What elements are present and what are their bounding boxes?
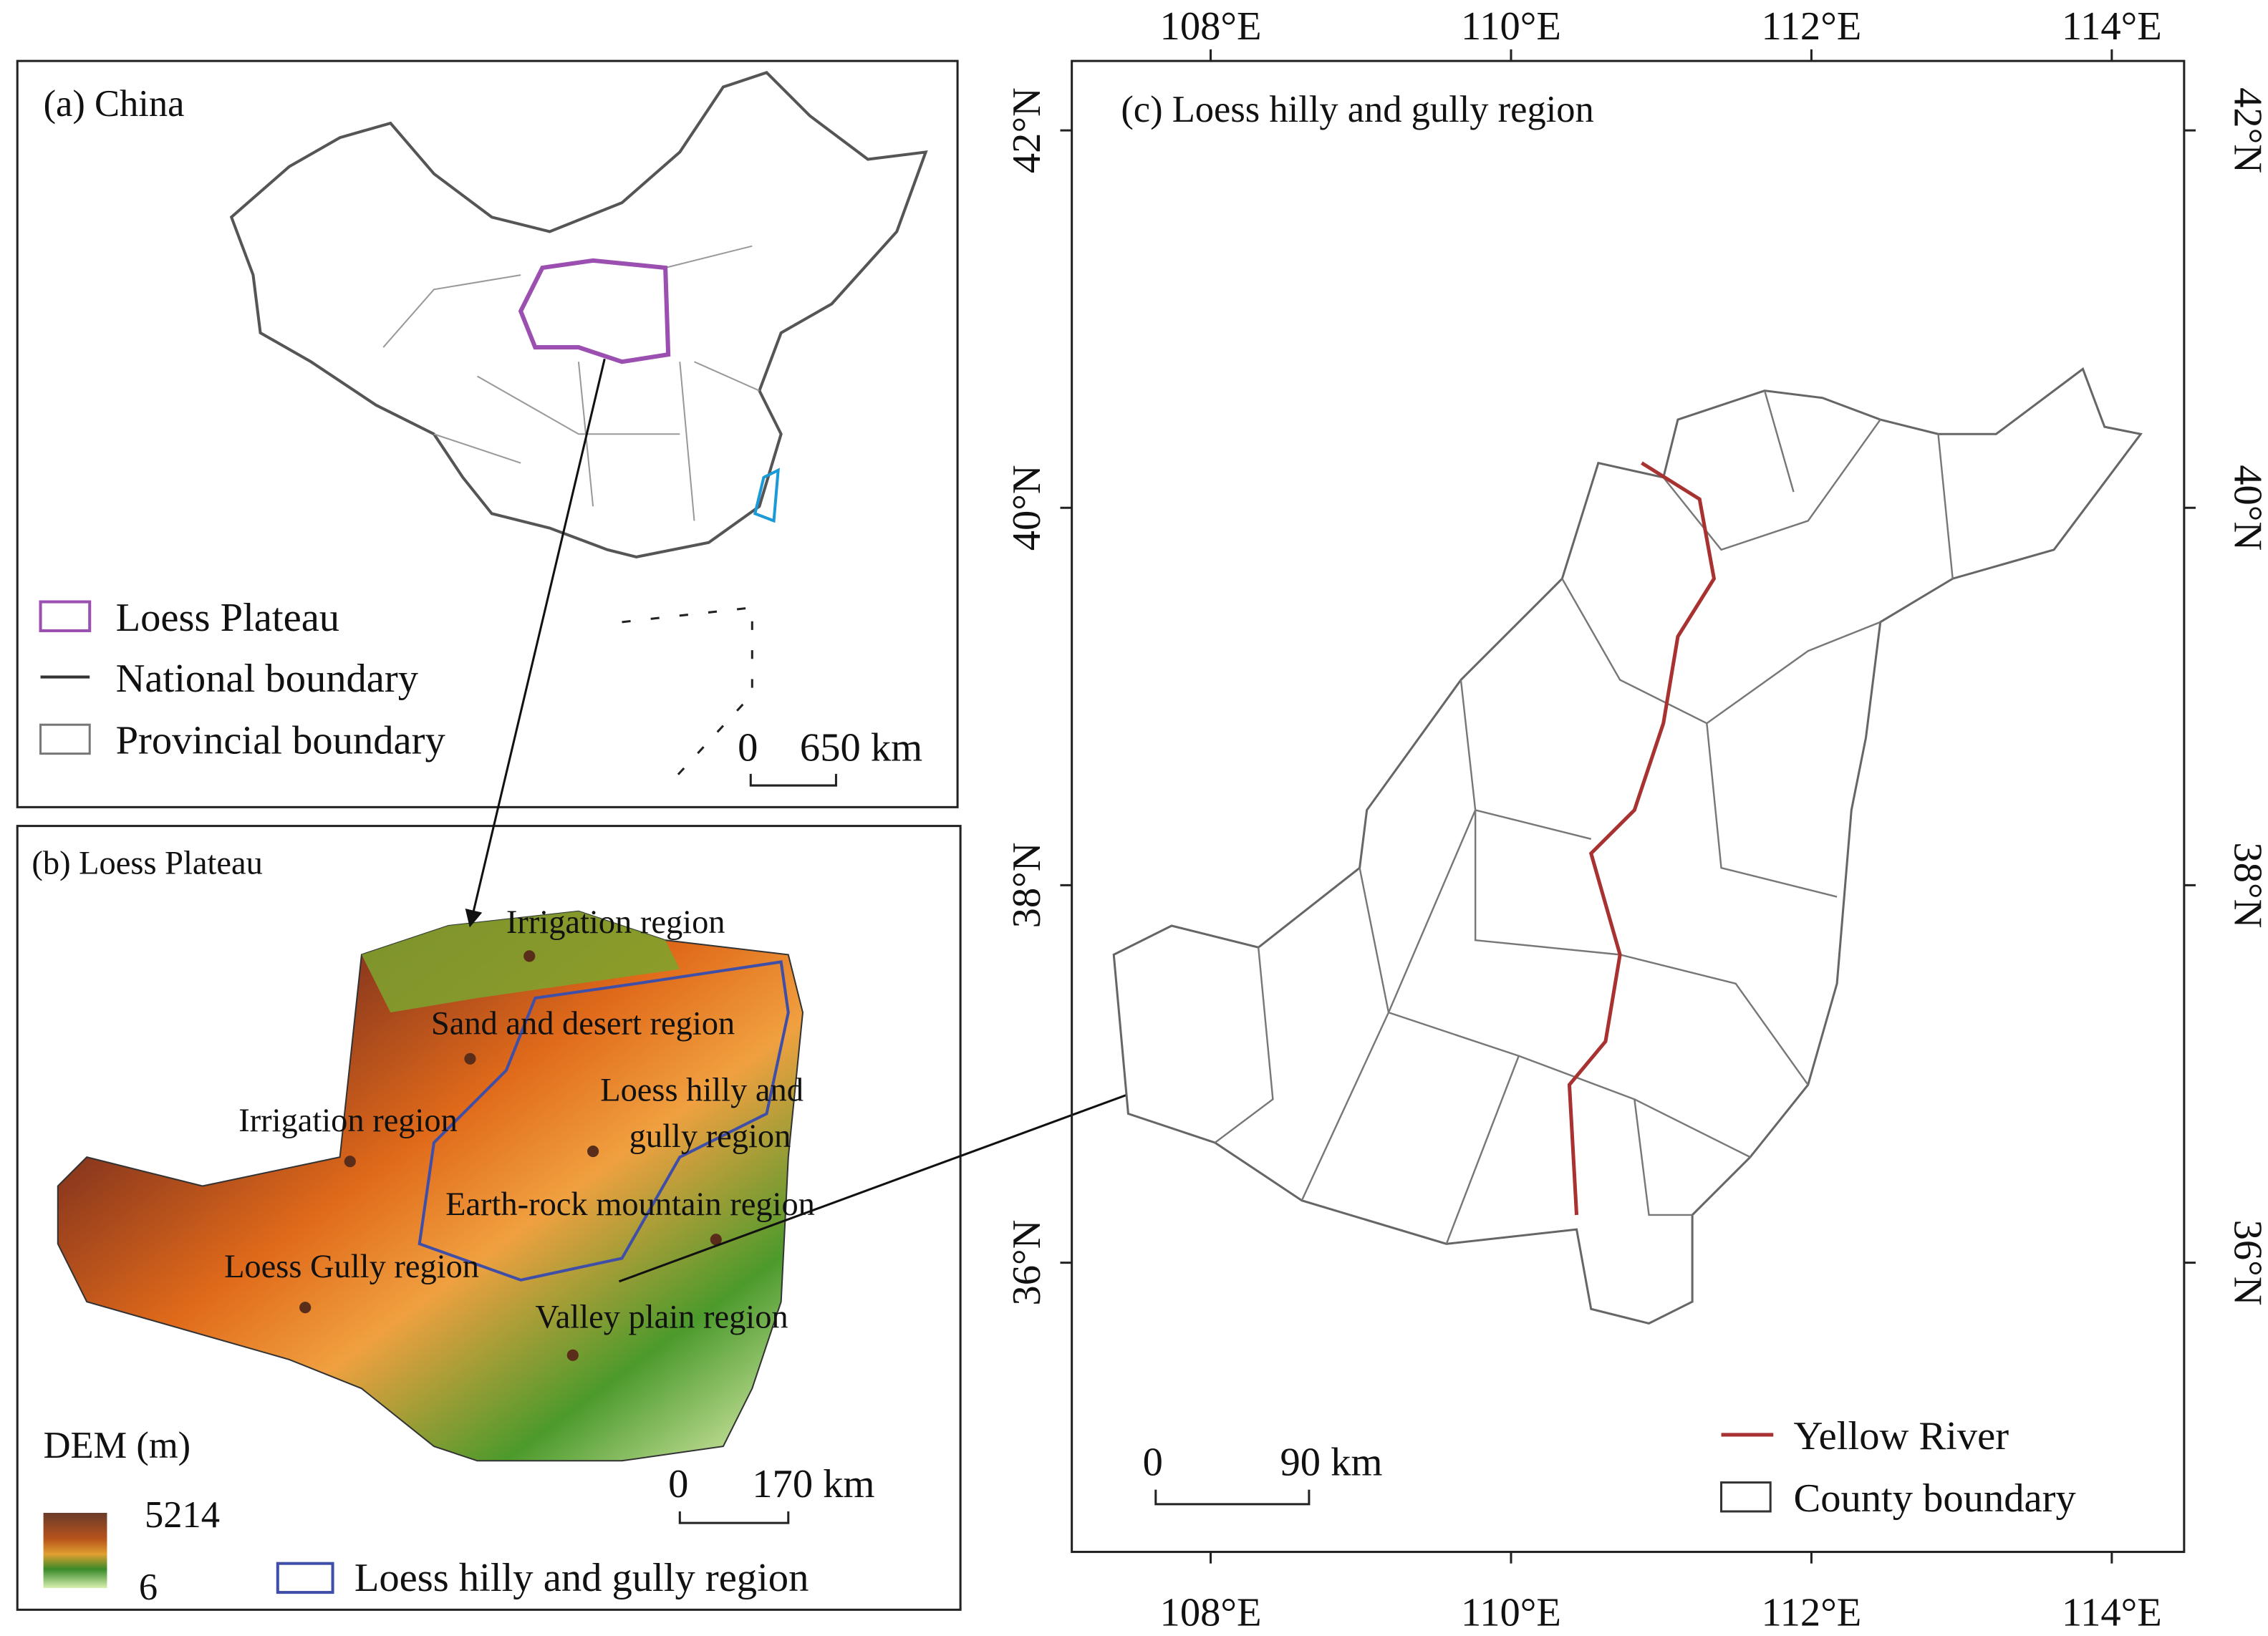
y-tick-label: 36°N xyxy=(1005,1220,1049,1306)
region-label: Loess hilly and xyxy=(600,1072,804,1108)
region-label: Sand and desert region xyxy=(431,1005,735,1042)
loess-plateau-outline xyxy=(518,258,671,364)
region-point xyxy=(464,1052,476,1065)
legend-swatch xyxy=(39,600,92,632)
loess-plateau-dem xyxy=(57,910,804,1462)
region-point xyxy=(344,1156,356,1168)
legend-label: Loess Plateau xyxy=(116,596,340,640)
panel-c-frame xyxy=(1071,59,2186,1554)
x-tick-label: 110°E xyxy=(1461,1591,1561,1635)
x-tick-label: 108°E xyxy=(1160,4,1262,49)
region-label: Valley plain region xyxy=(535,1299,788,1335)
y-tick-label: 42°N xyxy=(1005,87,1049,173)
region-label: Irrigation region xyxy=(506,904,725,941)
y-tick-label: 38°N xyxy=(2226,842,2268,928)
x-tick-label: 108°E xyxy=(1160,1591,1262,1635)
panel-b-frame xyxy=(16,825,962,1611)
legend-label: Loess hilly and gully region xyxy=(354,1556,809,1600)
scale-label: 0 xyxy=(1143,1440,1163,1484)
region-point xyxy=(523,950,536,962)
yellow-river xyxy=(1567,461,1717,1216)
legend-label: County boundary xyxy=(1794,1476,2077,1521)
region-point xyxy=(587,1145,599,1158)
y-tick-label: 42°N xyxy=(2226,87,2268,173)
scale-label: 90 km xyxy=(1280,1440,1382,1484)
arrow xyxy=(618,1082,1157,1283)
y-tick-label: 38°N xyxy=(1005,842,1049,928)
x-tick-label: 110°E xyxy=(1461,4,1561,49)
x-tick-label: 112°E xyxy=(1761,4,1861,49)
region-label: gully region xyxy=(629,1118,791,1155)
dem-title: DEM (m) xyxy=(44,1425,191,1466)
county-boundaries xyxy=(1214,390,1954,1244)
legend-swatch xyxy=(276,1562,334,1594)
scale-label: 0 xyxy=(738,726,758,770)
dem-min: 6 xyxy=(139,1567,158,1608)
region-label: Irrigation region xyxy=(238,1103,458,1139)
legend-label: Provincial boundary xyxy=(116,719,446,763)
panel-title: (b) Loess Plateau xyxy=(32,845,262,881)
arrow xyxy=(465,358,606,928)
legend-label: Yellow River xyxy=(1794,1414,2009,1458)
county-region xyxy=(1112,367,2143,1325)
region-point xyxy=(299,1302,312,1314)
region-point xyxy=(710,1234,722,1246)
region-label: Loess Gully region xyxy=(224,1249,479,1285)
scale-label: 170 km xyxy=(752,1462,874,1506)
scale-bar xyxy=(678,1511,790,1524)
panel-title: (c) Loess hilly and gully region xyxy=(1121,89,1593,130)
taiwan xyxy=(753,468,780,523)
legend-swatch xyxy=(1720,1481,1772,1513)
x-tick-label: 114°E xyxy=(2062,4,2162,49)
x-tick-label: 114°E xyxy=(2062,1591,2162,1635)
x-tick-label: 112°E xyxy=(1761,1591,1861,1635)
y-tick-label: 40°N xyxy=(2226,465,2268,551)
china-outline xyxy=(229,70,928,559)
scale-bar xyxy=(749,773,837,787)
legend-label: National boundary xyxy=(116,657,419,701)
region-point xyxy=(566,1349,579,1361)
irrigation-area xyxy=(361,911,680,1013)
dem-colorbar xyxy=(43,1512,107,1589)
hilly-gully-outline xyxy=(418,960,790,1282)
scale-label: 0 xyxy=(668,1462,688,1506)
region-points xyxy=(299,950,722,1361)
panel-title: (a) China xyxy=(44,83,185,125)
region-label: Earth-rock mountain region xyxy=(445,1186,815,1223)
dem-max: 5214 xyxy=(145,1494,220,1536)
legend-swatch xyxy=(39,723,91,755)
scale-bar xyxy=(1154,1489,1311,1506)
panel-a-frame xyxy=(16,59,959,808)
scale-label: 650 km xyxy=(800,726,922,770)
south-sea-line xyxy=(622,606,753,790)
y-tick-label: 40°N xyxy=(1005,465,1049,551)
y-tick-label: 36°N xyxy=(2226,1220,2268,1306)
